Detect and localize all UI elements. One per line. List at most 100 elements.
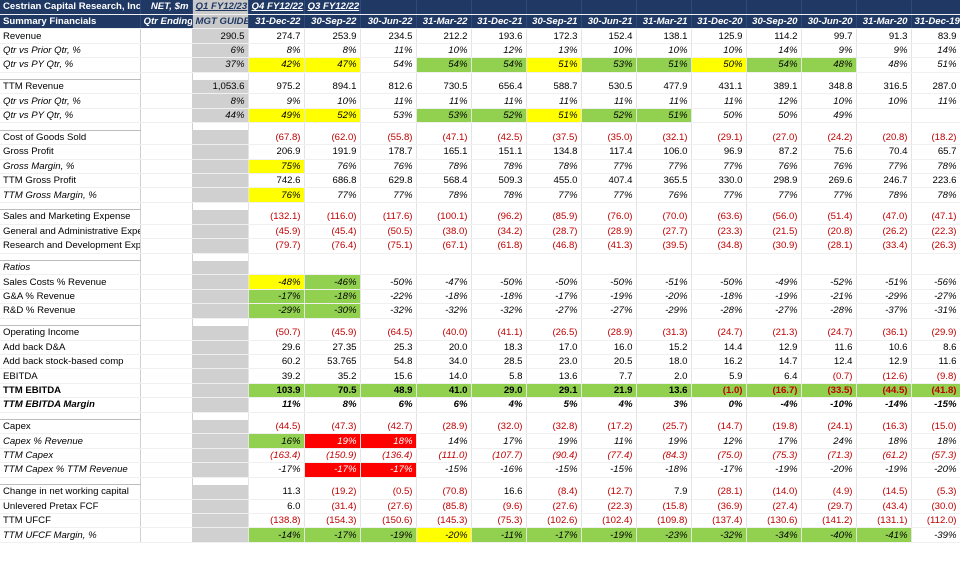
value-cell[interactable]: 24% (801, 433, 857, 449)
value-cell[interactable]: -20% (801, 462, 857, 478)
value-cell[interactable]: (34.8) (691, 238, 747, 254)
value-cell[interactable]: (40.0) (416, 325, 472, 341)
value-cell[interactable]: (44.5) (856, 382, 912, 399)
value-cell[interactable]: 77% (691, 187, 747, 203)
value-cell[interactable] (192, 325, 249, 341)
value-cell[interactable]: 18% (360, 433, 417, 449)
value-cell[interactable]: 10% (691, 43, 747, 59)
value-cell[interactable]: (50.5) (360, 224, 417, 240)
value-cell[interactable]: (27.0) (746, 130, 802, 146)
value-cell[interactable]: 12% (471, 43, 527, 59)
value-cell[interactable]: (41.3) (581, 238, 637, 254)
value-cell[interactable]: 76% (636, 187, 692, 203)
value-cell[interactable]: -50% (360, 274, 417, 290)
value-cell[interactable]: (35.0) (581, 130, 637, 146)
value-cell[interactable]: 87.2 (746, 144, 802, 160)
value-cell[interactable]: (27.6) (360, 499, 417, 515)
value-cell[interactable]: (30.9) (746, 238, 802, 254)
value-cell[interactable]: (5.3) (911, 484, 960, 500)
value-cell[interactable]: -17% (304, 462, 361, 478)
value-cell[interactable]: -50% (526, 274, 582, 290)
value-cell[interactable]: 9% (248, 93, 305, 109)
value-cell[interactable]: (44.5) (248, 419, 305, 435)
value-cell[interactable]: 23.0 (526, 354, 582, 370)
value-cell[interactable]: 49% (801, 108, 857, 124)
value-cell[interactable]: -21% (801, 289, 857, 305)
value-cell[interactable]: -17% (248, 462, 305, 478)
value-cell[interactable]: 14% (911, 43, 960, 59)
value-cell[interactable]: 19% (526, 433, 582, 449)
value-cell[interactable]: 894.1 (304, 79, 361, 95)
value-cell[interactable]: 18.3 (471, 340, 527, 355)
value-cell[interactable]: (117.6) (360, 209, 417, 225)
value-cell[interactable]: 29.0 (471, 382, 527, 399)
value-cell[interactable]: (27.4) (746, 499, 802, 515)
value-cell[interactable]: 316.5 (856, 79, 912, 95)
value-cell[interactable]: 65.7 (911, 144, 960, 160)
value-cell[interactable]: -18% (471, 289, 527, 305)
value-cell[interactable]: 53.765 (304, 354, 361, 370)
value-cell[interactable]: -40% (801, 527, 857, 543)
value-cell[interactable]: 35.2 (304, 368, 361, 384)
value-cell[interactable]: -29% (856, 289, 912, 305)
value-cell[interactable] (471, 260, 527, 276)
value-cell[interactable]: -56% (911, 274, 960, 290)
value-cell[interactable]: 106.0 (636, 144, 692, 160)
value-cell[interactable] (856, 108, 912, 124)
value-cell[interactable]: 76% (360, 159, 417, 174)
value-cell[interactable]: 13.6 (526, 368, 582, 384)
value-cell[interactable]: 51% (526, 57, 582, 73)
value-cell[interactable]: 4% (471, 397, 527, 413)
value-cell[interactable]: (8.4) (526, 484, 582, 500)
value-cell[interactable]: 165.1 (416, 144, 472, 160)
value-cell[interactable] (192, 354, 249, 370)
value-cell[interactable]: 41.0 (416, 382, 472, 399)
value-cell[interactable] (416, 260, 472, 276)
value-cell[interactable]: 91.3 (856, 28, 912, 44)
value-cell[interactable]: -46% (304, 274, 361, 290)
value-cell[interactable]: 54% (416, 57, 472, 73)
value-cell[interactable]: (102.6) (526, 513, 582, 529)
value-cell[interactable]: 12.9 (856, 354, 912, 370)
value-cell[interactable]: 10% (801, 93, 857, 109)
value-cell[interactable]: (56.0) (746, 209, 802, 225)
value-cell[interactable] (192, 289, 249, 305)
value-cell[interactable]: 2.0 (636, 368, 692, 384)
value-cell[interactable]: 21.9 (581, 382, 637, 399)
value-cell[interactable]: (22.3) (911, 224, 960, 240)
value-cell[interactable]: 212.2 (416, 28, 472, 44)
value-cell[interactable] (746, 260, 802, 276)
value-cell[interactable]: 15.2 (636, 340, 692, 355)
value-cell[interactable]: 14.0 (416, 368, 472, 384)
value-cell[interactable]: (102.4) (581, 513, 637, 529)
value-cell[interactable]: 51% (636, 108, 692, 124)
value-cell[interactable]: 389.1 (746, 79, 802, 95)
value-cell[interactable]: 77% (856, 159, 912, 174)
value-cell[interactable]: 77% (304, 187, 361, 203)
value-cell[interactable]: 78% (416, 187, 472, 203)
value-cell[interactable] (801, 260, 857, 276)
value-cell[interactable]: (71.3) (801, 448, 857, 464)
value-cell[interactable]: (145.3) (416, 513, 472, 529)
value-cell[interactable]: 8% (192, 93, 249, 109)
value-cell[interactable]: (24.1) (801, 419, 857, 435)
value-cell[interactable]: -28% (691, 303, 747, 319)
value-cell[interactable]: 407.4 (581, 173, 637, 189)
value-cell[interactable]: 83.9 (911, 28, 960, 44)
value-cell[interactable]: (24.7) (691, 325, 747, 341)
value-cell[interactable]: 77% (526, 187, 582, 203)
value-cell[interactable]: -18% (304, 289, 361, 305)
value-cell[interactable]: 42% (248, 57, 305, 73)
value-cell[interactable]: 274.7 (248, 28, 305, 44)
value-cell[interactable]: 477.9 (636, 79, 692, 95)
value-cell[interactable] (192, 499, 249, 515)
value-cell[interactable]: (42.7) (360, 419, 417, 435)
value-cell[interactable]: (67.8) (248, 130, 305, 146)
value-cell[interactable]: 151.1 (471, 144, 527, 160)
value-cell[interactable] (248, 260, 305, 276)
value-cell[interactable]: (50.7) (248, 325, 305, 341)
value-cell[interactable]: 77% (581, 159, 637, 174)
value-cell[interactable]: 18% (856, 433, 912, 449)
value-cell[interactable]: 51% (911, 57, 960, 73)
value-cell[interactable]: (26.5) (526, 325, 582, 341)
